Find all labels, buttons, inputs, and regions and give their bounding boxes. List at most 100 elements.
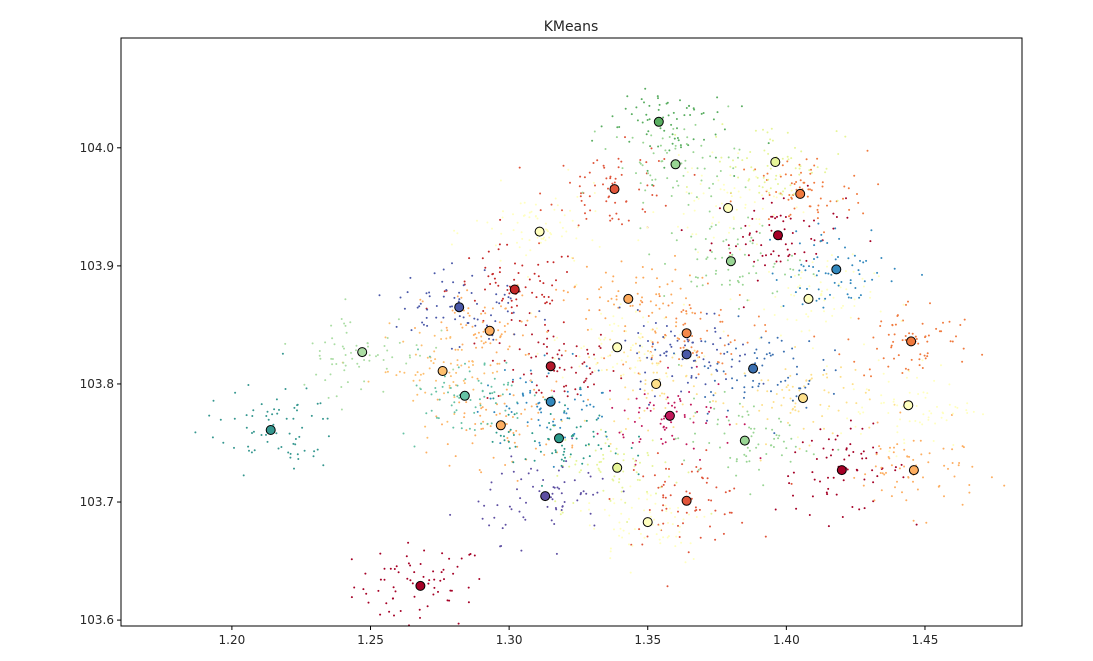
scatter-point bbox=[670, 195, 673, 197]
scatter-point bbox=[738, 307, 740, 310]
scatter-point bbox=[550, 233, 553, 236]
scatter-point bbox=[655, 327, 658, 330]
scatter-point bbox=[748, 460, 751, 463]
scatter-point bbox=[792, 407, 794, 410]
scatter-point bbox=[776, 336, 779, 339]
scatter-point bbox=[362, 588, 365, 591]
scatter-point bbox=[825, 365, 828, 368]
scatter-point bbox=[726, 191, 729, 194]
scatter-point bbox=[713, 379, 716, 382]
scatter-point bbox=[501, 299, 503, 302]
scatter-point bbox=[583, 361, 586, 364]
scatter-point bbox=[474, 406, 477, 409]
scatter-point bbox=[709, 401, 711, 403]
scatter-point bbox=[756, 176, 759, 179]
scatter-point bbox=[642, 325, 645, 327]
scatter-point bbox=[392, 586, 395, 589]
scatter-point bbox=[772, 195, 775, 198]
scatter-point bbox=[780, 339, 783, 342]
scatter-point bbox=[684, 167, 687, 170]
scatter-point bbox=[912, 480, 914, 483]
scatter-point bbox=[637, 454, 640, 457]
scatter-point bbox=[480, 422, 483, 425]
scatter-point bbox=[563, 450, 566, 453]
scatter-point bbox=[738, 148, 741, 151]
scatter-point bbox=[457, 622, 460, 625]
scatter-point bbox=[741, 159, 744, 162]
scatter-point bbox=[708, 442, 711, 444]
scatter-point bbox=[716, 348, 718, 351]
scatter-point bbox=[414, 353, 417, 356]
scatter-point bbox=[419, 373, 422, 376]
scatter-point bbox=[812, 420, 815, 423]
scatter-point bbox=[297, 458, 300, 460]
scatter-point bbox=[770, 444, 773, 447]
scatter-point bbox=[851, 253, 854, 256]
scatter-point bbox=[785, 447, 788, 450]
scatter-point bbox=[622, 470, 625, 473]
scatter-point bbox=[810, 168, 812, 171]
scatter-point bbox=[744, 186, 747, 189]
scatter-point bbox=[541, 293, 544, 296]
scatter-point bbox=[690, 235, 693, 238]
scatter-point bbox=[815, 274, 818, 277]
scatter-point bbox=[664, 441, 667, 444]
scatter-point bbox=[796, 436, 799, 439]
scatter-point bbox=[677, 510, 679, 513]
scatter-point bbox=[794, 167, 797, 170]
scatter-point bbox=[646, 498, 649, 501]
scatter-point bbox=[568, 465, 571, 468]
scatter-point bbox=[833, 281, 836, 284]
centroid-marker bbox=[484, 325, 495, 336]
scatter-point bbox=[613, 475, 616, 478]
scatter-point bbox=[442, 316, 445, 319]
scatter-point bbox=[717, 221, 720, 224]
scatter-point bbox=[383, 345, 386, 347]
scatter-point bbox=[921, 322, 924, 325]
scatter-point bbox=[887, 333, 890, 336]
scatter-point bbox=[442, 268, 445, 271]
scatter-point bbox=[716, 362, 719, 365]
scatter-point bbox=[774, 508, 777, 511]
scatter-point bbox=[409, 564, 412, 567]
scatter-point bbox=[677, 184, 680, 187]
scatter-point bbox=[741, 283, 744, 286]
scatter-point bbox=[326, 417, 329, 420]
scatter-point bbox=[476, 219, 478, 222]
scatter-point bbox=[682, 518, 685, 521]
scatter-point bbox=[798, 387, 801, 390]
scatter-point bbox=[594, 210, 597, 213]
scatter-point bbox=[212, 399, 215, 402]
scatter-point bbox=[575, 459, 578, 462]
scatter-point bbox=[723, 432, 726, 435]
scatter-point bbox=[793, 193, 796, 196]
scatter-point bbox=[463, 416, 466, 419]
scatter-point bbox=[484, 312, 487, 315]
scatter-point bbox=[557, 469, 560, 472]
scatter-point bbox=[542, 479, 545, 481]
scatter-point bbox=[289, 452, 292, 455]
scatter-point bbox=[674, 545, 677, 548]
scatter-point bbox=[921, 273, 923, 276]
scatter-point bbox=[272, 423, 275, 426]
scatter-point bbox=[617, 157, 620, 160]
scatter-point bbox=[893, 333, 896, 336]
scatter-point bbox=[594, 184, 596, 187]
scatter-point bbox=[876, 271, 879, 274]
scatter-point bbox=[480, 407, 483, 410]
scatter-point bbox=[655, 533, 658, 536]
scatter-point bbox=[879, 472, 882, 474]
scatter-point bbox=[950, 414, 953, 416]
scatter-point bbox=[588, 508, 590, 511]
scatter-point bbox=[589, 373, 592, 375]
scatter-point bbox=[802, 219, 805, 222]
scatter-point bbox=[651, 439, 654, 442]
scatter-point bbox=[800, 171, 802, 174]
scatter-point bbox=[571, 352, 574, 355]
scatter-point bbox=[657, 108, 660, 111]
scatter-point bbox=[756, 389, 759, 392]
scatter-point bbox=[697, 373, 700, 376]
scatter-point bbox=[767, 379, 770, 382]
scatter-point bbox=[810, 377, 813, 380]
scatter-point bbox=[493, 377, 496, 380]
